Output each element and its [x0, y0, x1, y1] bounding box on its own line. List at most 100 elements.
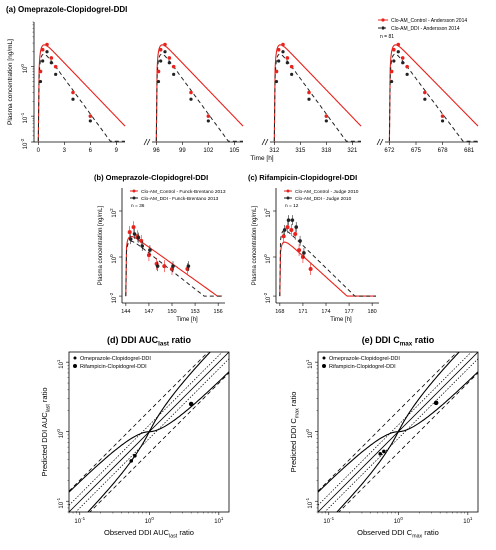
- panel-a-ddi-point: [290, 72, 294, 76]
- panel-b-ddi-point: [155, 264, 160, 268]
- panel-a-control-point: [171, 64, 176, 69]
- panel-d-legend-dot: [73, 364, 77, 368]
- panel-e-legend-label: Omeprazole-Clopidogrel-DDI: [329, 356, 400, 362]
- panel-b-ddi-point: [132, 232, 137, 236]
- panel-d-twofold-line: [89, 372, 229, 512]
- panel-b-ylabel: Plasma concentration [ng/mL]: [98, 205, 104, 285]
- panel-a-ddi-point: [405, 72, 409, 76]
- panel-a-ddi-point: [392, 59, 396, 63]
- panel-e-ytick-label: 101: [305, 359, 314, 369]
- panel-c-xtick-label: 168: [275, 309, 284, 315]
- panel-d-xtick-label: 100: [145, 516, 155, 525]
- panel-c-ddi-point: [298, 239, 302, 243]
- panel-c-ddi-point: [286, 218, 291, 222]
- panel-d-ytick-label: 100: [56, 429, 65, 439]
- panel-a-break: [146, 138, 151, 146]
- panel-c-ytick-label: 10-2: [263, 292, 272, 303]
- panel-c-control-curve: [279, 241, 376, 297]
- panel-c-ddi-point: [302, 251, 306, 255]
- panel-a-title: (a) Omeprazole-Clopidogrel-DDI: [6, 5, 127, 14]
- panel-d-legend-label: Omeprazole-Clopidogrel-DDI: [80, 356, 151, 362]
- panel-e-ylabel: Predicted DDI Cmax ratio: [289, 392, 300, 473]
- panel-a-ddi-curve: [388, 53, 478, 142]
- panel-a-control-point: [158, 47, 163, 52]
- panel-a-control-point: [289, 64, 294, 69]
- panel-a-xlabel: Time [h]: [250, 155, 273, 162]
- panel-e-data-point: [433, 400, 439, 406]
- panel-e-title: (e) DDI Cmax ratio: [362, 335, 435, 348]
- panel-e-ytick-label: 100: [305, 429, 314, 439]
- panel-a-xtick-label: 6: [89, 148, 93, 154]
- panel-c-ddi-point: [290, 218, 295, 222]
- panel-b-xtick-label: 147: [144, 309, 153, 315]
- panel-a-control-point: [285, 56, 290, 60]
- panel-a-control-point: [423, 90, 427, 95]
- panel-a-ddi-point: [156, 79, 161, 84]
- panel-c-control-point: [300, 255, 305, 259]
- panel-a-ddi-point: [206, 119, 210, 123]
- panel-d-ylabel: Predicted DDI AUClast ratio: [40, 387, 51, 476]
- panel-a-control-point: [53, 64, 58, 69]
- panel-a-xtick-label: 3: [63, 148, 67, 154]
- panel-a-control-point: [206, 114, 211, 118]
- panel-a-ddi-point: [423, 97, 427, 101]
- panel-e-ytick-label: 10-1: [305, 497, 314, 508]
- panel-a-ddi-point: [167, 61, 171, 65]
- panel-a-xtick-label: 321: [347, 148, 358, 154]
- panel-d-lines: [69, 352, 229, 512]
- panel-a-control-point: [281, 42, 285, 47]
- panel-b-ddi-curve: [125, 240, 222, 297]
- panel-a-control-curve: [155, 44, 244, 142]
- panel-b-legend-note: n = 36: [131, 203, 145, 209]
- panel-c-control-point: [285, 225, 290, 230]
- panel-a-ddi-point: [274, 79, 279, 84]
- panel-b-legend-label: Clo-AM_DDI - Funck-Brentano 2013: [141, 196, 219, 202]
- panel-b-xtick-label: 153: [190, 309, 199, 315]
- panel-e-legend-dot: [322, 356, 326, 360]
- panel-a-xtick-label: 318: [321, 148, 332, 154]
- panel-d-data-point: [129, 459, 134, 463]
- panel-a-xtick-label: 99: [179, 148, 186, 154]
- panel-d-guest-limit: [87, 371, 229, 512]
- panel-b-ddi-point: [140, 244, 145, 248]
- panel-a-xtick-label: 9: [115, 148, 119, 154]
- panel-a-xtick-label: 105: [229, 148, 240, 154]
- panel-a-ytick-label: 10-2: [20, 138, 29, 149]
- panel-a-control-point: [71, 90, 75, 95]
- panel-b-ytick-label: 102: [109, 208, 118, 218]
- panel-c-ylabel: Plasma concentration [ng/mL]: [252, 205, 258, 285]
- panel-a-ddi-curve: [155, 53, 243, 142]
- panel-a-ddi-point: [277, 59, 281, 63]
- panel-c-xtick-label: 177: [344, 309, 353, 315]
- panel-a-break: [379, 138, 384, 146]
- panel-a-ddi-point: [49, 61, 53, 65]
- panel-b-control-point: [146, 253, 151, 258]
- panel-e-twofold-line: [318, 352, 458, 492]
- panel-a-ddi-point: [281, 50, 285, 54]
- panel-a-ddi-point: [45, 50, 49, 54]
- panel-a-control-point: [40, 47, 45, 52]
- panel-a-control-point: [167, 56, 172, 60]
- panel-d-data-point: [188, 401, 194, 407]
- panel-b-ddi-point: [136, 235, 141, 240]
- panel-a-control-point: [189, 90, 193, 95]
- panel-a-control-point: [396, 42, 401, 47]
- panel-a-ddi-point: [401, 61, 405, 65]
- panel-c-ytick-label: 100: [263, 254, 272, 264]
- panel-b-control-point: [131, 225, 136, 230]
- panel-b-ddi-point: [128, 237, 133, 241]
- panel-e-xtick-label: 100: [394, 516, 404, 525]
- panel-a-break: [143, 138, 148, 146]
- panel-a-xtick-label: 672: [384, 148, 395, 154]
- panel-b-xtick-label: 144: [121, 309, 130, 315]
- panel-a-break: [261, 138, 266, 146]
- panel-a-ddi-point: [307, 97, 311, 101]
- panel-a-break: [376, 138, 381, 146]
- panel-a-ddi-point: [41, 59, 45, 63]
- panel-d-frame: [68, 351, 230, 513]
- panel-c-ytick-label: 102: [263, 208, 272, 218]
- panel-e-bounds-line: [324, 358, 478, 512]
- panel-c-control-point: [293, 232, 298, 236]
- panel-d-legend-dot: [73, 356, 77, 360]
- panel-b-control-point: [139, 238, 144, 243]
